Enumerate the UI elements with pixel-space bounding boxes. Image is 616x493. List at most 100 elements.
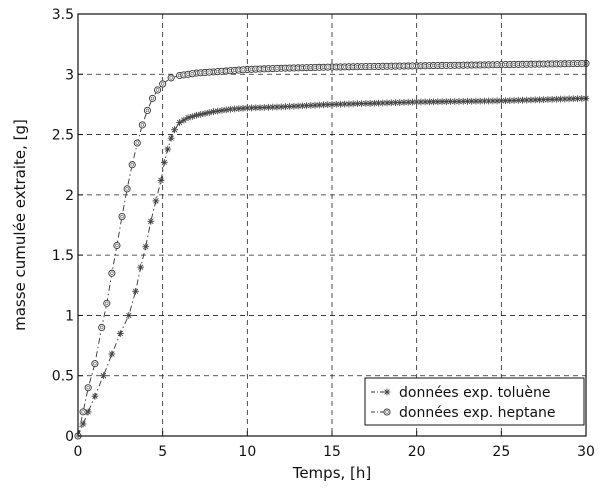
data-point xyxy=(324,101,332,109)
data-point xyxy=(159,80,167,88)
data-point xyxy=(197,110,205,118)
legend-box xyxy=(364,377,585,426)
y-axis-ticks: 0 0.5 1 1.5 2 2.5 3 3.5 xyxy=(52,7,83,445)
legend-entry: données exp. heptane xyxy=(371,405,556,421)
legend-marker xyxy=(383,388,391,396)
data-point xyxy=(366,99,374,107)
data-point xyxy=(201,110,209,117)
data-point xyxy=(315,101,323,109)
x-tick-label: 30 xyxy=(577,444,595,460)
data-point xyxy=(214,107,222,115)
x-axis-ticks: 0 5 10 15 20 25 30 xyxy=(74,431,595,460)
data-point xyxy=(468,97,476,105)
data-point xyxy=(472,97,480,105)
data-point xyxy=(116,330,124,337)
data-point xyxy=(561,95,569,103)
y-axis-label: masse cumulée extraite, [g] xyxy=(11,119,29,331)
data-point xyxy=(108,350,116,358)
data-point xyxy=(147,217,155,225)
data-point xyxy=(578,95,586,102)
x-axis-label: Temps, [h] xyxy=(292,464,372,482)
data-point xyxy=(142,243,150,251)
data-point xyxy=(108,269,116,277)
y-tick-label: 2.5 xyxy=(52,128,74,144)
data-point xyxy=(125,312,133,319)
data-point xyxy=(154,86,162,94)
data-point xyxy=(91,360,99,368)
data-point xyxy=(113,241,121,250)
legend-marker xyxy=(383,408,391,416)
data-point xyxy=(152,197,160,205)
data-point xyxy=(493,61,501,69)
legend-entry: données exp. toluène xyxy=(371,385,551,401)
x-tick-label: 15 xyxy=(323,444,341,460)
data-point xyxy=(362,100,370,107)
data-point xyxy=(180,116,188,124)
y-tick-label: 0 xyxy=(65,429,74,445)
y-tick-label: 1.5 xyxy=(52,248,74,264)
data-point xyxy=(311,101,319,109)
data-point xyxy=(434,98,442,106)
data-point xyxy=(79,420,87,428)
data-point xyxy=(493,97,501,105)
data-point xyxy=(133,139,141,147)
data-point xyxy=(273,103,281,111)
data-point xyxy=(138,121,146,129)
data-point xyxy=(100,372,107,380)
data-point xyxy=(256,104,264,111)
grid xyxy=(78,14,586,436)
data-point xyxy=(578,59,586,68)
data-point xyxy=(79,408,87,416)
y-tick-label: 3 xyxy=(65,67,74,83)
data-point xyxy=(91,392,99,400)
data-point xyxy=(409,98,416,106)
data-point xyxy=(84,384,92,392)
x-tick-label: 0 xyxy=(74,444,83,460)
data-point xyxy=(98,323,106,332)
y-tick-label: 3.5 xyxy=(52,7,74,23)
data-point xyxy=(239,66,247,74)
data-point xyxy=(328,101,336,108)
data-point xyxy=(188,113,196,120)
data-point xyxy=(489,97,497,105)
y-tick-label: 0.5 xyxy=(52,369,74,385)
data-point xyxy=(205,109,213,116)
data-point xyxy=(239,104,247,112)
data-point xyxy=(408,62,416,70)
data-point xyxy=(332,100,340,108)
y-tick-label: 2 xyxy=(65,188,74,204)
data-point xyxy=(345,100,353,108)
data-point xyxy=(123,185,131,193)
data-point xyxy=(514,96,522,104)
x-tick-label: 10 xyxy=(238,444,256,460)
data-point xyxy=(118,213,126,221)
data-point xyxy=(485,97,493,105)
data-point xyxy=(103,299,111,307)
data-point xyxy=(349,100,357,108)
data-point xyxy=(455,98,463,105)
data-point xyxy=(519,96,526,104)
data-point xyxy=(210,108,217,116)
legend: données exp. toluène données exp. heptane xyxy=(364,377,585,426)
data-point xyxy=(157,176,165,184)
data-point xyxy=(294,102,302,110)
series-heptane xyxy=(74,59,590,440)
y-tick-label: 1 xyxy=(65,308,74,324)
data-point xyxy=(243,104,251,112)
data-point xyxy=(148,94,157,102)
x-tick-label: 25 xyxy=(492,444,510,460)
data-point xyxy=(273,64,281,72)
data-point xyxy=(400,98,408,106)
data-point xyxy=(218,107,226,114)
data-point xyxy=(167,134,175,142)
data-point xyxy=(523,96,531,104)
data-point xyxy=(222,106,230,114)
data-point xyxy=(143,106,151,115)
data-point xyxy=(164,145,172,153)
data-point xyxy=(167,74,175,82)
data-point xyxy=(324,63,332,71)
data-point xyxy=(171,126,178,134)
x-tick-label: 20 xyxy=(408,444,426,460)
x-tick-label: 5 xyxy=(158,444,167,460)
